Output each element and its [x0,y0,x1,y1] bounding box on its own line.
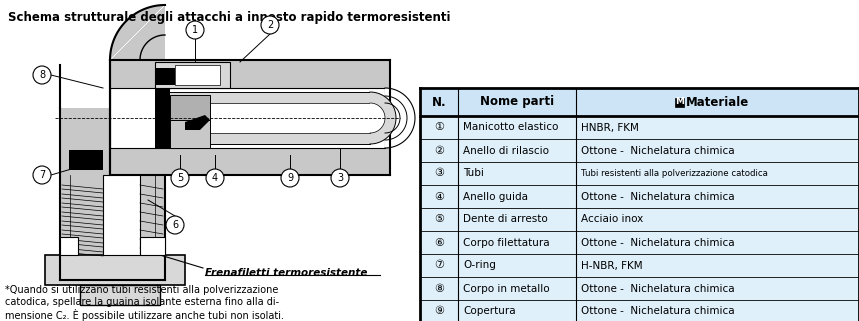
Circle shape [206,169,224,187]
Bar [420,88,859,116]
Text: Dente di arresto: Dente di arresto [463,214,548,224]
Text: M: M [675,98,684,107]
Bar [420,277,859,300]
Bar [420,185,859,208]
Polygon shape [45,255,185,285]
Polygon shape [385,88,415,148]
Text: Ottone -  Nichelatura chimica: Ottone - Nichelatura chimica [581,238,734,247]
Text: Ottone -  Nichelatura chimica: Ottone - Nichelatura chimica [581,145,734,155]
Polygon shape [185,115,210,130]
Text: N.: N. [432,96,447,108]
Circle shape [281,169,299,187]
Polygon shape [160,103,370,133]
Circle shape [33,166,51,184]
Text: 6: 6 [172,220,178,230]
Polygon shape [155,88,170,148]
Text: Manicotto elastico: Manicotto elastico [463,123,558,133]
Text: 3: 3 [337,173,343,183]
Polygon shape [370,92,396,144]
Text: *Quando si utilizzano tubi resistenti alla polverizzazione: *Quando si utilizzano tubi resistenti al… [5,285,278,295]
Text: 1: 1 [192,25,198,35]
Text: Acciaio inox: Acciaio inox [581,214,643,224]
Bar [420,254,859,277]
Polygon shape [140,237,165,255]
Text: Anello guida: Anello guida [463,192,528,202]
Text: Anello di rilascio: Anello di rilascio [463,145,549,155]
Polygon shape [103,175,140,255]
Polygon shape [370,103,385,133]
Bar [420,231,859,254]
Text: ⑦: ⑦ [434,261,444,271]
Text: mensione C₂. È possibile utilizzare anche tubi non isolati.: mensione C₂. È possibile utilizzare anch… [5,309,284,321]
Polygon shape [69,150,103,170]
Text: 9: 9 [287,173,293,183]
Bar [420,162,859,185]
Bar [420,139,859,162]
Circle shape [33,66,51,84]
Polygon shape [80,285,160,305]
Bar [420,116,859,139]
Text: ③: ③ [434,169,444,178]
Polygon shape [110,5,165,60]
Text: Ottone -  Nichelatura chimica: Ottone - Nichelatura chimica [581,307,734,317]
Polygon shape [155,62,230,88]
Polygon shape [110,60,390,175]
Text: ②: ② [434,145,444,155]
Circle shape [331,169,349,187]
Circle shape [166,216,184,234]
Text: Schema strutturale degli attacchi a innesto rapido termoresistenti: Schema strutturale degli attacchi a inne… [8,11,450,24]
Text: Ottone -  Nichelatura chimica: Ottone - Nichelatura chimica [581,192,734,202]
Text: 4: 4 [212,173,218,183]
Text: 7: 7 [39,170,46,180]
Text: 2: 2 [267,20,273,30]
Text: ⑤: ⑤ [434,214,444,224]
Text: Nome parti: Nome parti [480,96,554,108]
Text: ⑨: ⑨ [434,307,444,317]
Polygon shape [155,68,175,85]
Bar [420,300,859,321]
Text: ⑧: ⑧ [434,283,444,293]
Text: Materiale: Materiale [686,96,749,108]
Text: Corpo filettatura: Corpo filettatura [463,238,550,247]
Text: ①: ① [434,123,444,133]
Circle shape [261,16,279,34]
Text: Corpo in metallo: Corpo in metallo [463,283,550,293]
Text: HNBR, FKM: HNBR, FKM [581,123,639,133]
Text: ⑥: ⑥ [434,238,444,247]
Text: 5: 5 [177,173,183,183]
Text: ④: ④ [434,192,444,202]
Bar [675,98,684,107]
Circle shape [186,21,204,39]
Text: 8: 8 [39,70,45,80]
Text: Copertura: Copertura [463,307,515,317]
Polygon shape [60,237,78,255]
Polygon shape [170,95,210,120]
Text: Tubi resistenti alla polverizzazione catodica: Tubi resistenti alla polverizzazione cat… [581,169,768,178]
Text: catodica, spellare la guaina isolante esterna fino alla di-: catodica, spellare la guaina isolante es… [5,297,279,307]
Circle shape [171,169,189,187]
Bar [420,208,859,231]
Text: Ottone -  Nichelatura chimica: Ottone - Nichelatura chimica [581,283,734,293]
Polygon shape [175,65,220,85]
Text: Frenafiletti termoresistente: Frenafiletti termoresistente [205,268,368,278]
Text: Tubi: Tubi [463,169,484,178]
Polygon shape [60,108,165,280]
Text: O-ring: O-ring [463,261,496,271]
Text: H-NBR, FKM: H-NBR, FKM [581,261,643,271]
Polygon shape [160,92,370,144]
Polygon shape [110,88,385,148]
Polygon shape [170,120,210,148]
